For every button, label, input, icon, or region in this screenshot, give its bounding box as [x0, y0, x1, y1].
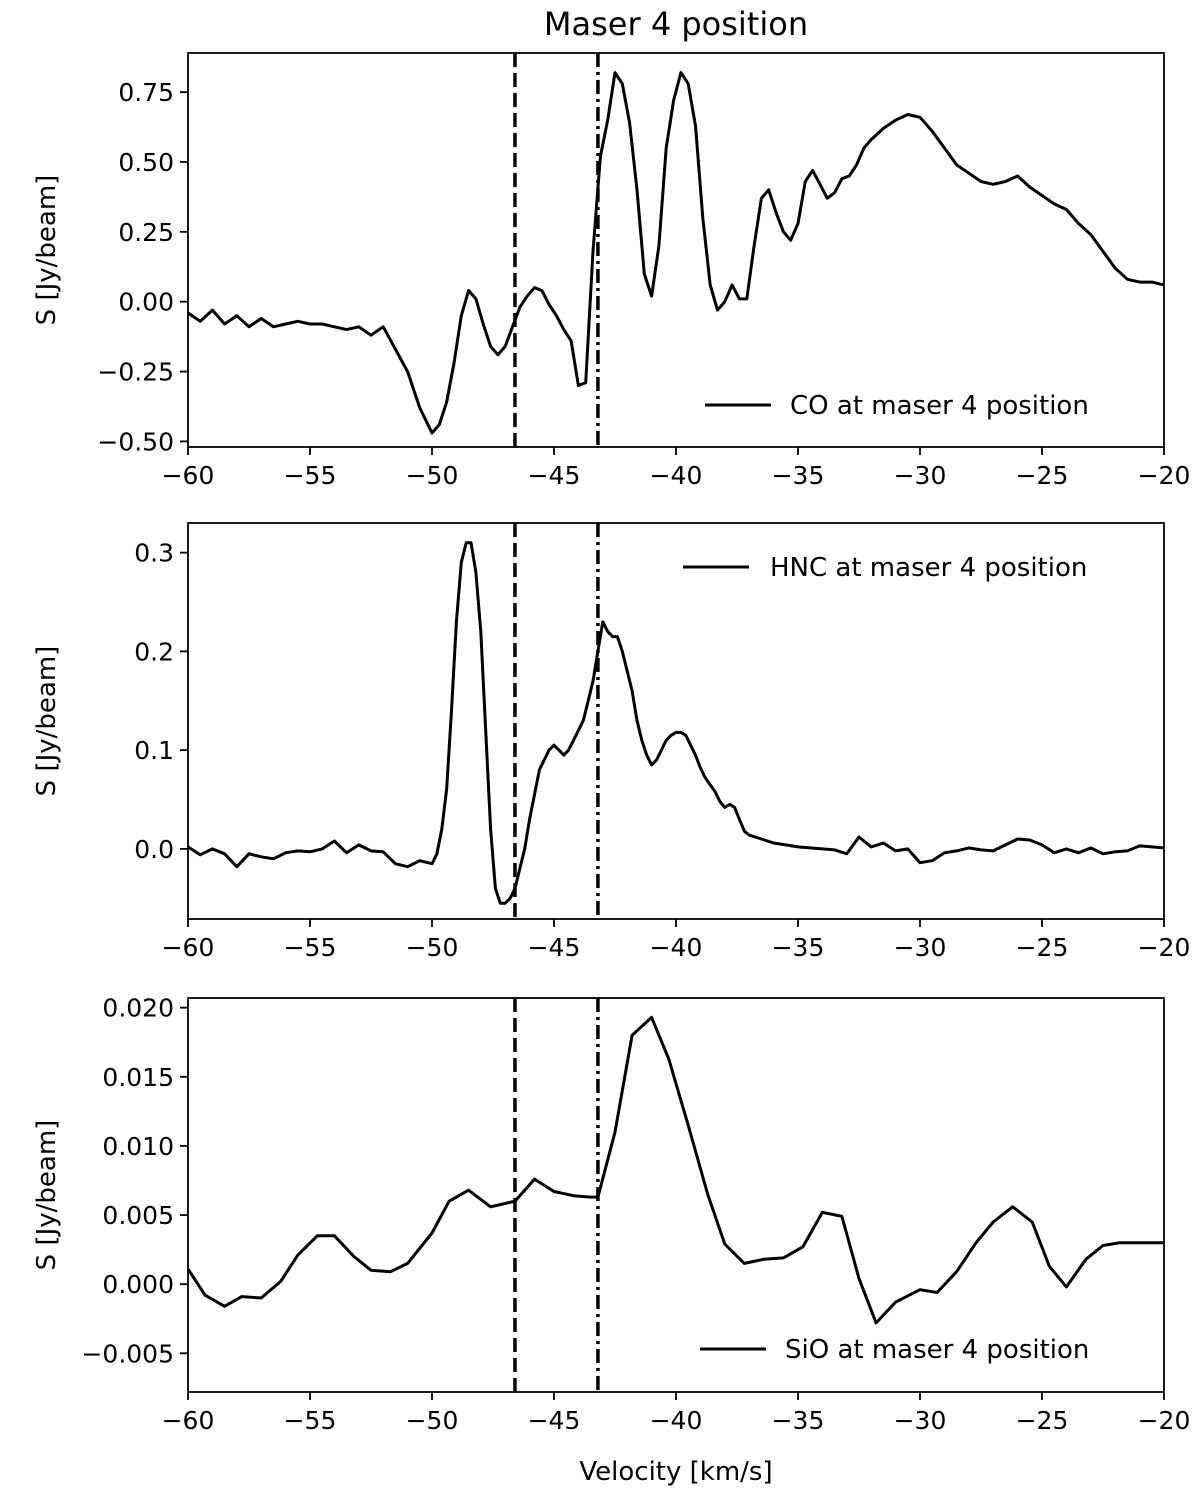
sio-y-tick-label: 0.010 [102, 1132, 174, 1161]
co-y-tick-label: 0.25 [118, 218, 174, 247]
sio-x-tick-label: −45 [528, 1406, 581, 1435]
co-y-axis-label: S [Jy/beam] [32, 175, 62, 326]
hnc-y-tick-label: 0.1 [134, 736, 174, 765]
co-x-tick-label: −45 [528, 461, 581, 490]
co-x-tick-label: −20 [1138, 461, 1191, 490]
hnc-series-line [188, 541, 1164, 905]
co-panel: −60 −55 −50 −45 −40 −35 −30 −25 −20 −0.50 −0.25 0.0… [32, 52, 1191, 490]
hnc-y-tick-label: 0.0 [134, 835, 174, 864]
sio-legend-label: SiO at maser 4 position [785, 1335, 1089, 1365]
hnc-y-axis-label: S [Jy/beam] [32, 646, 62, 797]
co-series-line [188, 71, 1164, 435]
sio-x-tick-label: −25 [1016, 1406, 1069, 1435]
hnc-x-tick-label: −30 [894, 933, 947, 962]
sio-x-tick-label: −30 [894, 1406, 947, 1435]
sio-x-tick-label: −50 [406, 1406, 459, 1435]
x-axis-label: Velocity [km/s] [579, 1457, 772, 1487]
sio-x-tick-label: −35 [772, 1406, 825, 1435]
sio-x-tick-label: −40 [650, 1406, 703, 1435]
hnc-panel: −60 −55 −50 −45 −40 −35 −30 −25 −20 0.0 0.1 0.2 0.3 S… [32, 522, 1191, 962]
co-x-tick-label: −40 [650, 461, 703, 490]
co-x-tick-label: −30 [894, 461, 947, 490]
sio-y-axis-label: S [Jy/beam] [32, 1120, 62, 1271]
hnc-x-tick-label: −45 [528, 933, 581, 962]
sio-series-line [188, 1015, 1164, 1325]
hnc-legend-label: HNC at maser 4 position [770, 553, 1087, 583]
hnc-x-tick-label: −40 [650, 933, 703, 962]
hnc-x-tick-label: −20 [1138, 933, 1191, 962]
sio-y-tick-label: 0.015 [102, 1063, 174, 1092]
sio-y-tick-label: −0.005 [81, 1339, 174, 1368]
co-axes-frame [187, 52, 1165, 448]
co-y-tick-label: 0.50 [118, 148, 174, 177]
co-y-tick-label: 0.75 [118, 78, 174, 107]
sio-axes-frame [187, 997, 1165, 1393]
sio-x-tick-label: −55 [284, 1406, 337, 1435]
hnc-x-tick-label: −35 [772, 933, 825, 962]
co-x-tick-label: −50 [406, 461, 459, 490]
hnc-y-tick-label: 0.2 [134, 637, 174, 666]
sio-y-tick-label: 0.005 [102, 1201, 174, 1230]
figure-title: Maser 4 position [544, 5, 808, 43]
co-y-tick-label: −0.25 [97, 358, 174, 387]
sio-x-tick-label: −60 [162, 1406, 215, 1435]
hnc-y-tick-label: 0.3 [134, 539, 174, 568]
sio-panel: −60 −55 −50 −45 −40 −35 −30 −25 −20 −0.005 0.000 0.… [32, 994, 1190, 1435]
hnc-x-tick-label: −50 [406, 933, 459, 962]
co-x-tick-label: −60 [162, 461, 215, 490]
co-legend-label: CO at maser 4 position [790, 391, 1089, 421]
sio-x-tick-label: −20 [1138, 1406, 1191, 1435]
hnc-x-tick-label: −55 [284, 933, 337, 962]
hnc-x-tick-label: −60 [162, 933, 215, 962]
co-x-tick-label: −25 [1016, 461, 1069, 490]
hnc-x-tick-label: −25 [1016, 933, 1069, 962]
sio-y-tick-label: 0.000 [102, 1270, 174, 1299]
co-x-tick-label: −55 [284, 461, 337, 490]
co-y-tick-label: −0.50 [97, 427, 174, 456]
co-y-tick-label: 0.00 [118, 288, 174, 317]
co-x-tick-label: −35 [772, 461, 825, 490]
sio-y-tick-label: 0.020 [102, 994, 174, 1023]
